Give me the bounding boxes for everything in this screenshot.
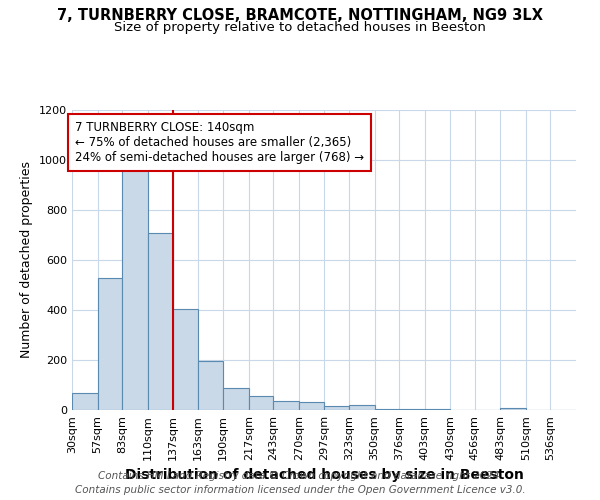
Bar	[72, 392, 98, 410]
Text: Contains HM Land Registry data © Crown copyright and database right 2024.
Contai: Contains HM Land Registry data © Crown c…	[74, 471, 526, 495]
Bar	[148, 232, 173, 410]
Y-axis label: Number of detached properties: Number of detached properties	[20, 162, 34, 358]
Bar	[349, 405, 374, 410]
Bar	[98, 278, 122, 410]
Bar	[325, 406, 349, 410]
Bar	[500, 408, 526, 410]
Bar	[299, 402, 325, 410]
Text: Size of property relative to detached houses in Beeston: Size of property relative to detached ho…	[114, 21, 486, 34]
Text: 7 TURNBERRY CLOSE: 140sqm
← 75% of detached houses are smaller (2,365)
24% of se: 7 TURNBERRY CLOSE: 140sqm ← 75% of detac…	[75, 121, 364, 164]
Bar	[274, 401, 299, 410]
X-axis label: Distribution of detached houses by size in Beeston: Distribution of detached houses by size …	[125, 468, 523, 482]
Bar	[122, 160, 148, 410]
Bar	[425, 409, 450, 410]
Bar	[198, 361, 223, 410]
Bar	[249, 396, 274, 410]
Bar	[223, 388, 249, 410]
Bar	[374, 409, 399, 410]
Text: 7, TURNBERRY CLOSE, BRAMCOTE, NOTTINGHAM, NG9 3LX: 7, TURNBERRY CLOSE, BRAMCOTE, NOTTINGHAM…	[57, 8, 543, 22]
Bar	[173, 308, 198, 410]
Bar	[399, 409, 425, 410]
